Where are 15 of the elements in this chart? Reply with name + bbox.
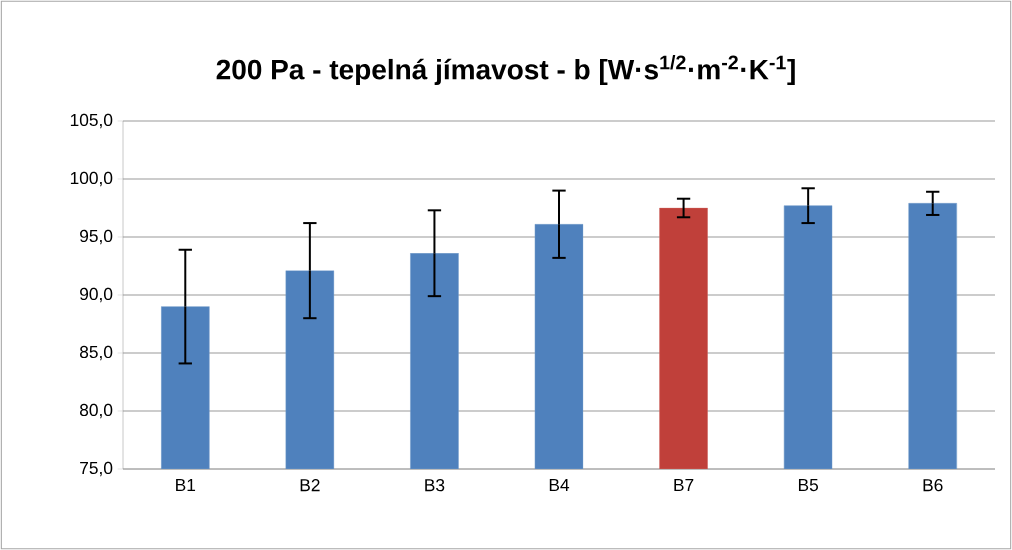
x-tick-label: B4	[549, 479, 570, 491]
x-tick-label: B7	[674, 479, 694, 491]
x-tick-label: B3	[425, 479, 445, 492]
x-tick-label: B6	[923, 479, 943, 492]
chart-title: 200 Pa - tepelná jímavost - b [W·s$^{1/2}$·m$^{-2}$·K$^{-1}$]	[216, 54, 795, 86]
y-tick-label: 75,0	[80, 461, 113, 477]
y-tick-label: 100,0	[70, 171, 113, 187]
x-tick-label: B2	[300, 479, 320, 492]
x-tick-label: B5	[798, 479, 819, 492]
y-tick-label: 90,0	[80, 287, 113, 303]
x-tick-label: B1	[176, 479, 196, 491]
y-tick-label: 95,0	[80, 229, 113, 245]
y-tick-label: 85,0	[79, 345, 113, 361]
y-tick-label: 80,0	[79, 403, 113, 419]
y-tick-label: 105,0	[70, 113, 113, 129]
